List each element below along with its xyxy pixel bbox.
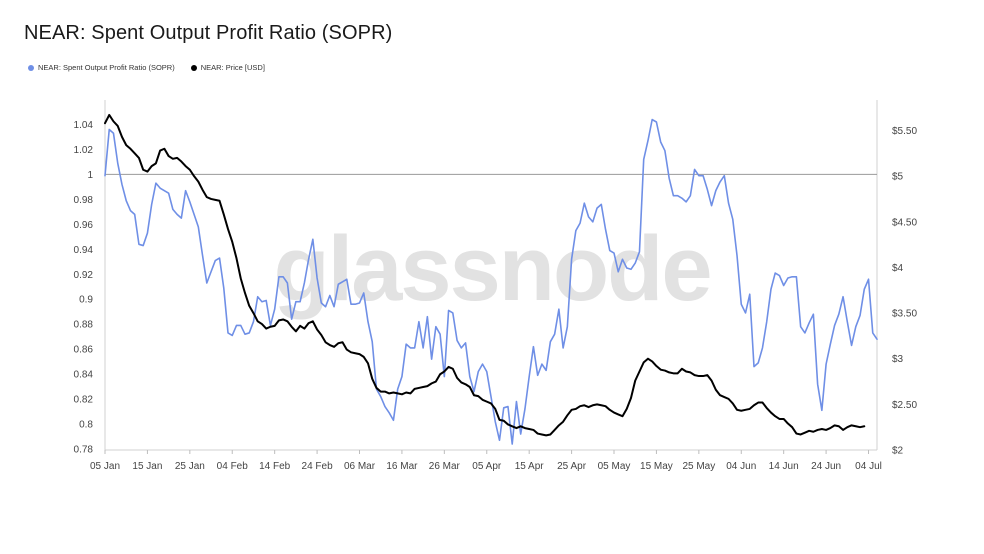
y-right-tick-label: $3 xyxy=(892,354,904,365)
chart-title: NEAR: Spent Output Profit Ratio (SOPR) xyxy=(24,22,393,44)
series-line-sopr xyxy=(104,118,878,445)
legend-label-price: NEAR: Price [USD] xyxy=(200,63,265,72)
y-left-tick-label: 0.98 xyxy=(74,195,94,206)
x-tick-label: 14 Feb xyxy=(259,461,291,472)
x-tick-label: 16 Mar xyxy=(386,461,418,472)
x-tick-label: 24 Jun xyxy=(811,461,841,472)
x-tick-label: 26 Mar xyxy=(429,461,461,472)
x-tick-label: 14 Jun xyxy=(769,461,799,472)
y-left-tick-label: 0.92 xyxy=(74,270,94,281)
y-left-tick-label: 1.02 xyxy=(74,145,94,156)
y-right-tick-label: $4 xyxy=(892,263,904,274)
y-right-tick-label: $5 xyxy=(892,172,904,183)
y-left-tick-label: 0.82 xyxy=(74,395,94,406)
legend-label-sopr: NEAR: Spent Output Profit Ratio (SOPR) xyxy=(38,63,175,72)
series-line-price xyxy=(104,113,866,437)
x-tick-label: 04 Feb xyxy=(217,461,249,472)
y-right-tick-label: $4.50 xyxy=(892,217,917,228)
y-left-tick-label: 0.84 xyxy=(74,370,94,381)
x-tick-label: 04 Jun xyxy=(726,461,756,472)
x-tick-label: 05 Jan xyxy=(90,461,120,472)
y-left-tick-label: 0.8 xyxy=(79,420,93,431)
legend-item-sopr[interactable]: NEAR: Spent Output Profit Ratio (SOPR) xyxy=(28,63,175,72)
x-tick-label: 25 May xyxy=(682,461,715,472)
y-right-tick-label: $5.50 xyxy=(892,126,917,137)
y-left-tick-label: 0.9 xyxy=(79,295,93,306)
legend: NEAR: Spent Output Profit Ratio (SOPR) N… xyxy=(28,63,265,72)
y-left-tick-label: 1 xyxy=(87,170,93,181)
x-tick-label: 06 Mar xyxy=(344,461,376,472)
y-left-tick-label: 1.04 xyxy=(74,120,94,131)
y-right-tick-label: $2.50 xyxy=(892,400,917,411)
y-right-tick-label: $3.50 xyxy=(892,309,917,320)
legend-marker-price xyxy=(190,64,197,71)
y-left-tick-label: 0.94 xyxy=(74,245,94,256)
x-tick-label: 24 Feb xyxy=(302,461,334,472)
x-tick-label: 15 May xyxy=(640,461,673,472)
x-tick-label: 04 Jul xyxy=(855,461,882,472)
series-layer xyxy=(104,113,878,445)
legend-marker-sopr xyxy=(28,64,34,71)
y-left-tick-label: 0.88 xyxy=(74,320,94,331)
x-tick-label: 15 Apr xyxy=(515,461,545,472)
watermark: glassnode xyxy=(273,218,710,320)
x-tick-label: 15 Jan xyxy=(132,461,162,472)
axes: 0.78 0.8 0.82 0.84 0.86 0.88 0.9 0.92 0.94 0.96 0.… xyxy=(74,100,917,472)
y-left-tick-label: 0.96 xyxy=(74,220,94,231)
y-right-tick-label: $2 xyxy=(892,446,904,457)
x-tick-label: 25 Apr xyxy=(557,461,587,472)
x-tick-label: 25 Jan xyxy=(175,461,205,472)
legend-item-price[interactable]: NEAR: Price [USD] xyxy=(190,63,265,72)
x-tick-label: 05 May xyxy=(598,461,631,472)
y-left-tick-label: 0.86 xyxy=(74,345,94,356)
x-tick-label: 05 Apr xyxy=(472,461,502,472)
y-left-tick-label: 0.78 xyxy=(74,445,94,456)
